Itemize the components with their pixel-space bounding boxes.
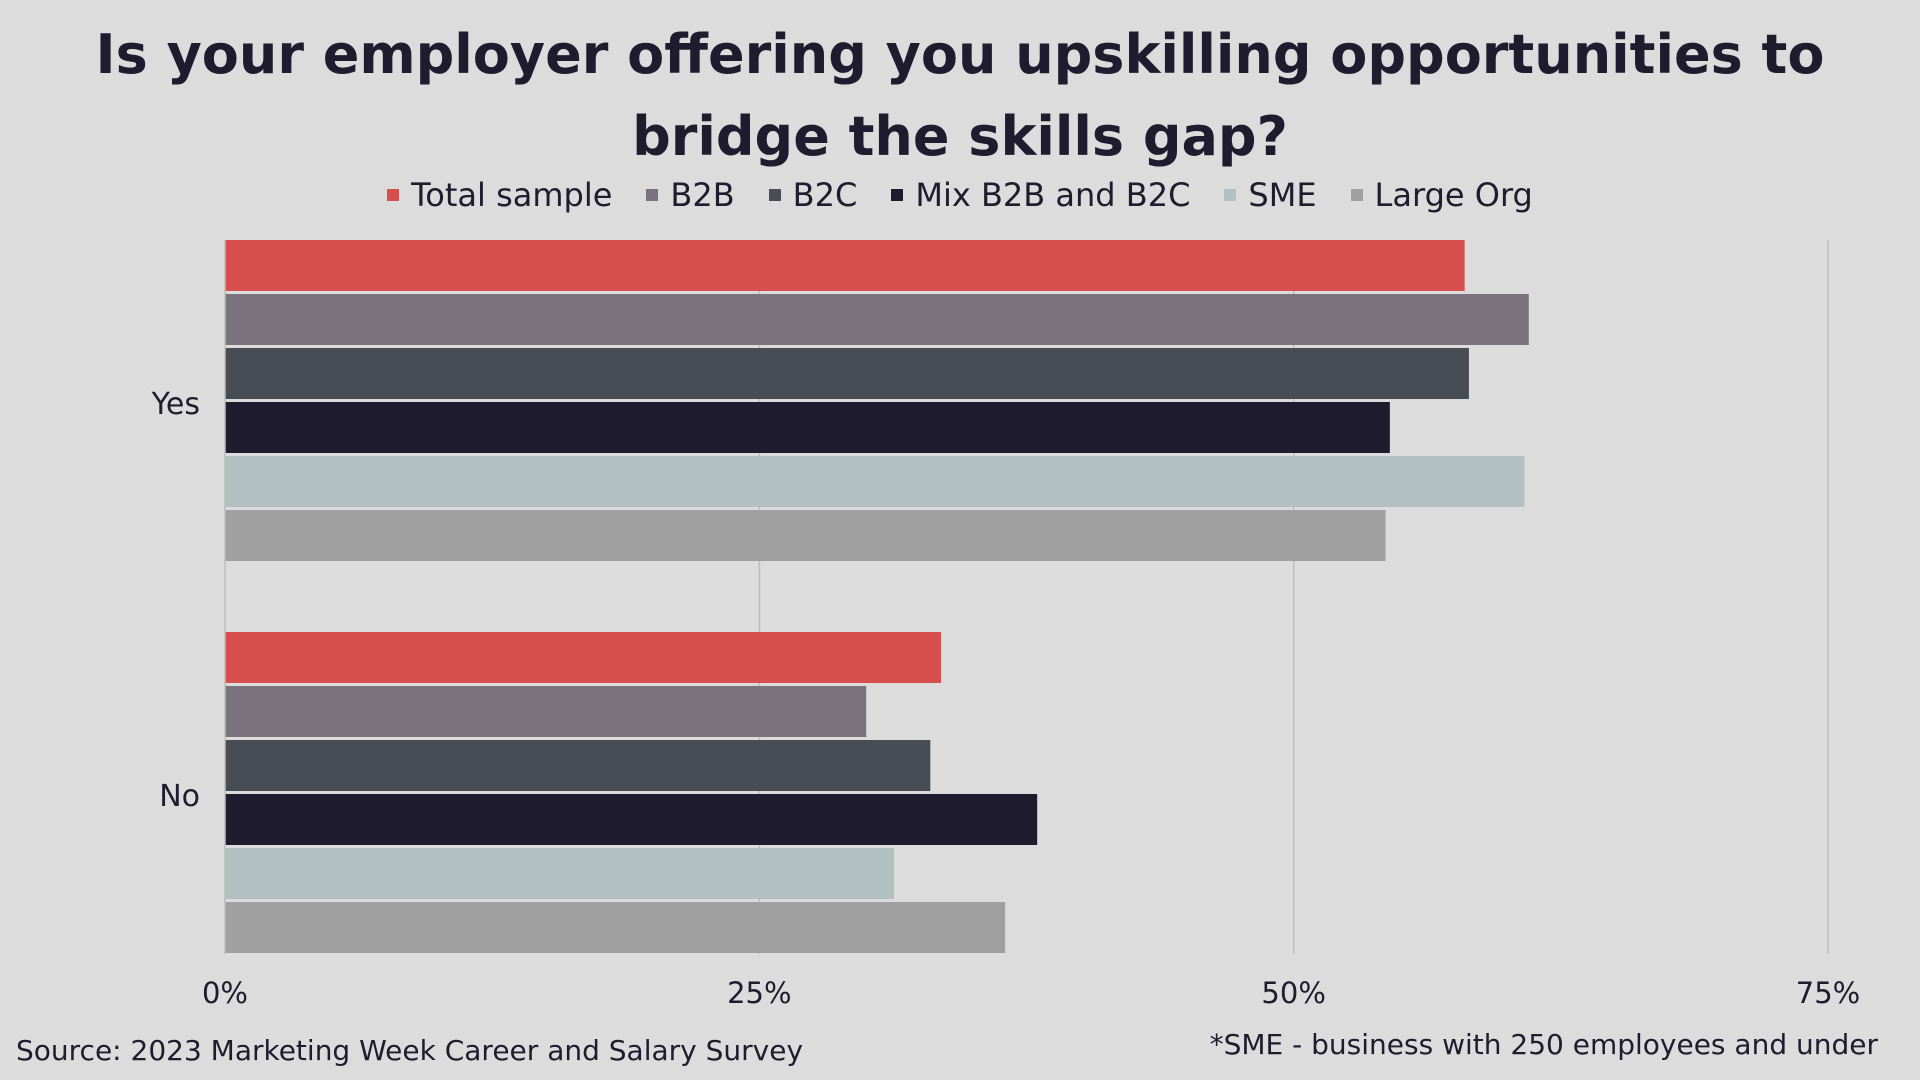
bar-no-b2b xyxy=(225,686,867,737)
bar-yes-large-org xyxy=(225,510,1386,561)
legend-swatch xyxy=(1224,189,1237,201)
chart-title-line-1: Is your employer offering you upskilling… xyxy=(95,23,1825,86)
legend-swatch xyxy=(1350,189,1363,201)
legend-label: SME xyxy=(1248,176,1317,214)
x-tick-label: 75% xyxy=(1796,976,1860,1010)
legend-item: Large Org xyxy=(1350,176,1533,214)
legend-label: Large Org xyxy=(1374,176,1533,214)
sme-footnote: *SME - business with 250 employees and u… xyxy=(1209,1028,1878,1061)
x-tick-label: 25% xyxy=(727,976,791,1010)
legend-item: Total sample xyxy=(387,176,612,214)
chart-title-line-2: bridge the skills gap? xyxy=(632,105,1288,168)
bar-yes-b2b xyxy=(225,294,1529,345)
source-note: Source: 2023 Marketing Week Career and S… xyxy=(16,1034,804,1067)
category-label: No xyxy=(159,779,200,814)
legend-swatch xyxy=(891,189,904,201)
bar-yes-sme xyxy=(225,456,1525,507)
chart-legend: Total sample B2B B2C Mix B2B and B2C SME Larg… xyxy=(0,176,1920,214)
bar-no-b2c xyxy=(225,740,931,791)
bar-yes-b2c xyxy=(225,348,1469,399)
bar-no-mix-b2b-and-b2c xyxy=(225,794,1038,845)
legend-item: B2B xyxy=(646,176,735,214)
legend-item: Mix B2B and B2C xyxy=(891,176,1190,214)
category-label: Yes xyxy=(151,387,200,422)
legend-swatch xyxy=(646,189,659,201)
legend-label: B2C xyxy=(792,176,858,214)
legend-label: Mix B2B and B2C xyxy=(915,176,1191,214)
bar-no-large-org xyxy=(225,902,1006,953)
legend-item: B2C xyxy=(768,176,858,214)
legend-label: B2B xyxy=(670,176,735,214)
bar-yes-total-sample xyxy=(225,240,1465,291)
bar-yes-mix-b2b-and-b2c xyxy=(225,402,1390,453)
x-tick-label: 0% xyxy=(202,976,248,1010)
legend-label: Total sample xyxy=(411,176,613,214)
legend-swatch xyxy=(768,189,781,201)
x-tick-label: 50% xyxy=(1261,976,1325,1010)
legend-item: SME xyxy=(1224,176,1317,214)
bar-no-sme xyxy=(225,848,894,899)
chart-title: Is your employer offering you upskilling… xyxy=(0,14,1920,178)
bar-no-total-sample xyxy=(225,632,942,683)
legend-swatch xyxy=(387,189,400,201)
